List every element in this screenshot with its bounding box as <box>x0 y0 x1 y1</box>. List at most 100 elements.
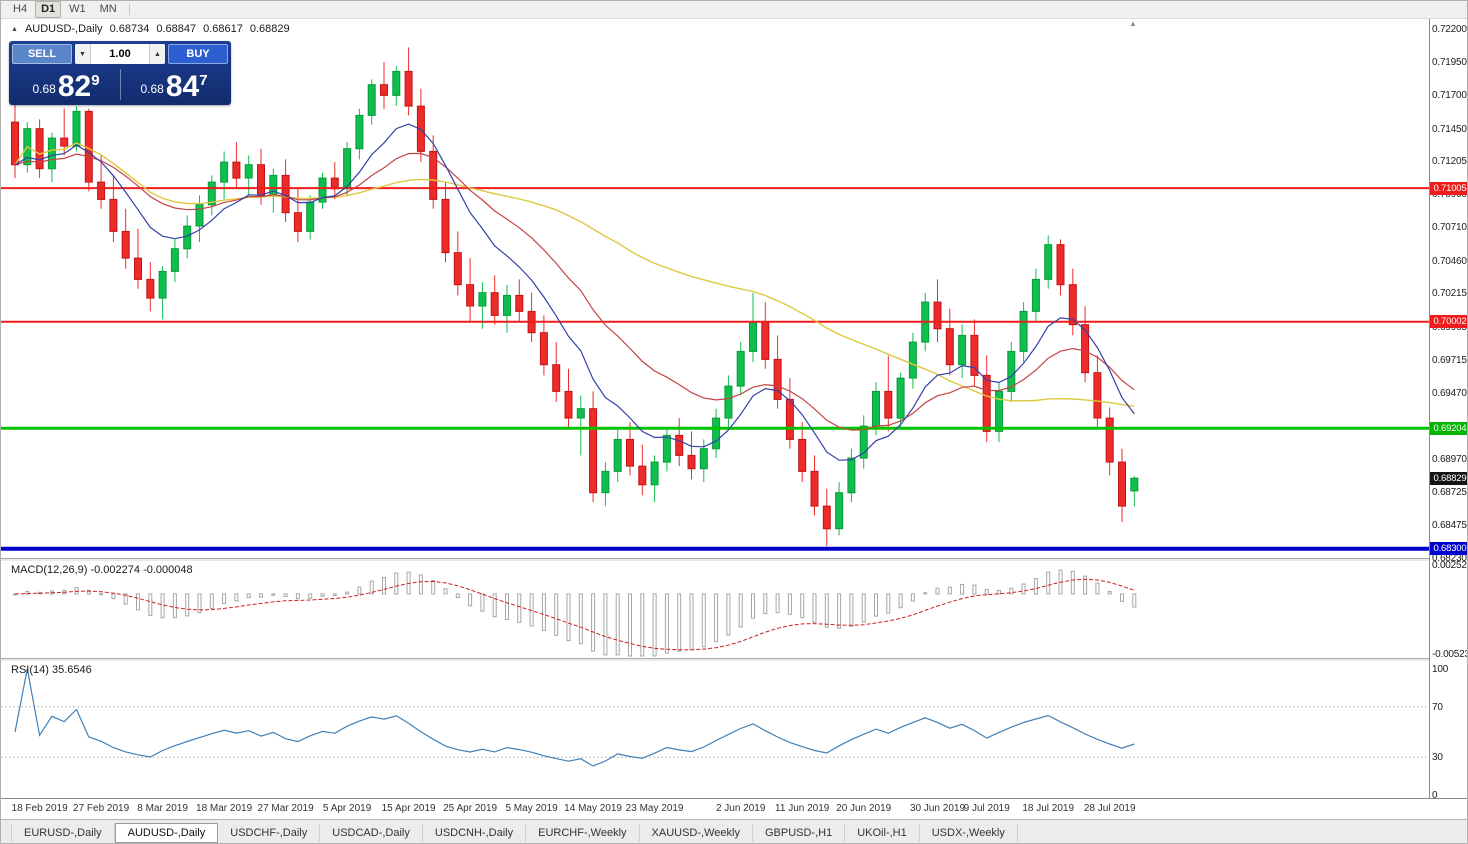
chart-tab-usdchf[interactable]: USDCHF-,Daily <box>218 823 321 842</box>
macd-histogram-bar <box>99 593 104 596</box>
one-click-trading-panel: SELL ▼ 1.00 ▲ BUY 0.68 82 9 0.68 84 <box>9 41 231 105</box>
candle <box>355 108 364 160</box>
ohlc-high: 0.68847 <box>156 23 197 35</box>
macd-axis-label: -0.005234 <box>1432 649 1467 660</box>
candle <box>1056 239 1065 296</box>
candle <box>859 415 868 469</box>
macd-histogram-bar <box>640 593 645 657</box>
timeframe-button-h4[interactable]: H4 <box>13 3 28 15</box>
sell-button[interactable]: SELL <box>12 44 72 64</box>
macd-histogram-bar <box>455 593 460 599</box>
chart-tab-usdcad[interactable]: USDCAD-,Daily <box>320 823 423 842</box>
candle <box>626 422 634 476</box>
buy-price-display[interactable]: 0.68 84 7 <box>120 67 228 102</box>
candle <box>490 275 499 325</box>
date-label: 20 Jun 2019 <box>836 803 892 814</box>
candle <box>970 319 979 387</box>
ma-mid-line <box>14 152 1135 431</box>
macd-pane[interactable]: MACD(12,26,9) -0.002274 -0.000048 <box>1 561 1429 658</box>
macd-histogram-bar <box>86 589 91 595</box>
ohlc-low: 0.68617 <box>203 23 243 35</box>
macd-histogram-bar <box>246 593 251 599</box>
date-label: 18 Feb 2019 <box>11 803 68 814</box>
date-label: 5 Apr 2019 <box>322 803 372 814</box>
candle <box>712 408 721 459</box>
timeframe-button-d1[interactable]: D1 <box>35 1 62 18</box>
rsi-pane[interactable]: RSI(14) 35.6546 <box>1 661 1429 798</box>
macd-histogram-bar <box>628 593 632 657</box>
rsi-axis-label: 70 <box>1432 701 1443 713</box>
chart-tab-xauusd[interactable]: XAUUSD-,Weekly <box>640 823 753 842</box>
date-label: 2 Jun 2019 <box>715 803 766 814</box>
main-chart-pane[interactable]: ▲ AUDUSD-,Daily 0.68734 0.68847 0.68617 … <box>1 19 1429 558</box>
macd-histogram-bar <box>468 593 473 607</box>
macd-histogram-bar <box>209 593 214 610</box>
candle <box>1068 268 1077 336</box>
candle <box>785 378 794 449</box>
timeframe-button-w1[interactable]: W1 <box>69 3 86 15</box>
chart-tab-ukoil[interactable]: UKOil-,H1 <box>845 823 920 842</box>
chart-tab-usdcnh[interactable]: USDCNH-,Daily <box>423 823 527 842</box>
macd-histogram-bar <box>591 593 596 652</box>
volume-increase-button[interactable]: ▲ <box>149 44 165 64</box>
candle <box>97 155 106 209</box>
candle <box>404 47 413 116</box>
macd-histogram-bar <box>849 593 854 627</box>
buy-price-prefix: 0.68 <box>140 82 164 96</box>
sell-price-display[interactable]: 0.68 82 9 <box>12 67 120 102</box>
volume-input[interactable]: 1.00 <box>109 48 131 60</box>
chart-shift-marker-icon: ▲ <box>1129 19 1137 28</box>
candle <box>638 444 647 496</box>
rsi-indicator-label: RSI(14) 35.6546 <box>11 664 92 676</box>
macd-histogram-bar <box>1046 571 1051 595</box>
macd-histogram-bar <box>382 577 386 595</box>
macd-histogram-bar <box>185 593 190 617</box>
chart-tab-gbpusd[interactable]: GBPUSD-,H1 <box>753 823 846 842</box>
date-axis[interactable]: 18 Feb 2019 27 Feb 2019 8 Mar 2019 18 Mar 2… <box>1 798 1467 819</box>
candle <box>552 342 561 403</box>
buy-button[interactable]: BUY <box>168 44 228 64</box>
macd-histogram-bar <box>787 593 792 615</box>
chart-tab-audusd[interactable]: AUDUSD-,Daily <box>114 822 219 843</box>
price-axis[interactable]: 0.72200 0.71950 0.71700 0.71450 0.71205 0.709… <box>1429 19 1467 801</box>
candle <box>1130 475 1139 507</box>
macd-histogram-bar <box>394 572 399 595</box>
macd-histogram-bar <box>812 593 817 623</box>
candle <box>736 342 745 396</box>
candle <box>847 448 856 503</box>
price-tick-label: 0.68725 <box>1432 487 1467 499</box>
rsi-axis-label: 100 <box>1432 664 1449 675</box>
candle <box>318 172 327 209</box>
timeframe-button-mn[interactable]: MN <box>99 3 117 15</box>
price-tick-label: 0.71700 <box>1432 90 1467 102</box>
date-label: 5 May 2019 <box>505 803 558 814</box>
macd-histogram-bar <box>369 580 374 595</box>
pane-splitter[interactable] <box>1 658 1467 661</box>
macd-histogram-bar <box>603 593 608 656</box>
candle <box>121 208 130 269</box>
rsi-axis-label: 0 <box>1432 790 1438 801</box>
main-chart-canvas[interactable] <box>1 19 1429 558</box>
candle <box>810 455 819 516</box>
candle <box>503 284 511 333</box>
macd-histogram-bar <box>1107 591 1112 595</box>
candle <box>539 315 548 376</box>
macd-histogram-bar <box>320 593 325 597</box>
candle <box>613 428 622 483</box>
candle <box>72 106 81 152</box>
price-tick-label: 0.70710 <box>1432 222 1467 234</box>
chart-tab-eurchf[interactable]: EURCHF-,Weekly <box>526 823 640 842</box>
symbol-arrow-icon: ▲ <box>11 25 18 33</box>
volume-decrease-button[interactable]: ▼ <box>75 44 91 64</box>
sell-price-sup: 9 <box>91 72 100 89</box>
ma-fast-line <box>14 123 1135 461</box>
date-label: 27 Mar 2019 <box>257 803 314 814</box>
chart-tab-eurusd[interactable]: EURUSD-,Daily <box>11 823 115 842</box>
buy-price-big: 84 <box>165 70 200 103</box>
pane-splitter[interactable] <box>1 558 1467 561</box>
chart-tab-usdx[interactable]: USDX-,Weekly <box>920 823 1018 842</box>
toolbar-separator <box>128 4 130 15</box>
macd-histogram-bar <box>677 593 682 652</box>
price-tick-label: 0.71450 <box>1432 123 1467 135</box>
candle <box>195 195 204 243</box>
